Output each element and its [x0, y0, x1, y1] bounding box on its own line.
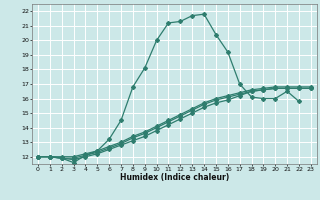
X-axis label: Humidex (Indice chaleur): Humidex (Indice chaleur): [120, 173, 229, 182]
